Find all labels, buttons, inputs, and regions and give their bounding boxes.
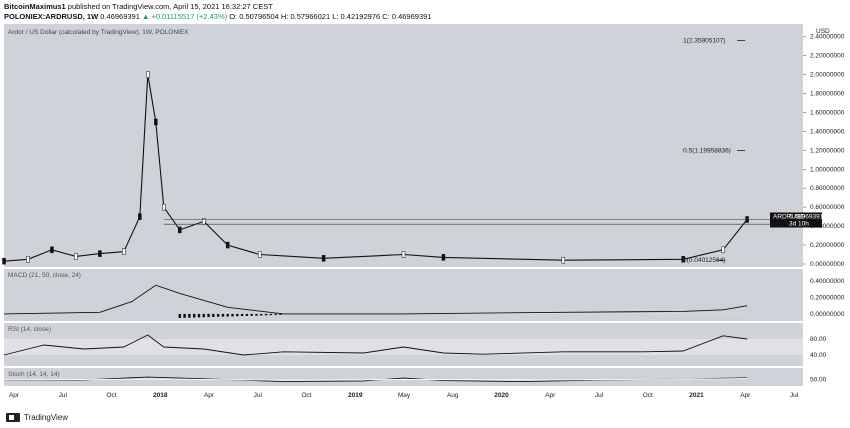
panel-bg-3 [4, 368, 803, 386]
indicator-line-0 [3, 334, 748, 356]
time-tick-label: Jul [254, 392, 263, 399]
symbol-line: POLONIEX:ARDRUSD, 1W 0.46969391 ▲ +0.011… [4, 12, 431, 21]
time-tick-label: Jul [595, 392, 604, 399]
ohlc-values: O: 0.50796504 H: 0.57966021 L: 0.4219297… [229, 12, 432, 21]
price-candle [162, 203, 166, 211]
time-tick-label: Apr [545, 392, 556, 399]
price-candle [138, 213, 142, 220]
fib-level-label: 0.5(1.19958836) [683, 147, 731, 154]
publish-info: BitcoinMaximus1 published on TradingView… [4, 2, 273, 11]
last-price-value: 0.46969391 [789, 213, 824, 220]
time-tick-label: Jul [59, 392, 68, 399]
price-tick-label: 1.40000000 [810, 128, 845, 135]
price-candle [26, 256, 30, 263]
price-tick-label: 0.80000000 [810, 185, 845, 192]
indicator-title: Stoch (14, 14, 14) [8, 371, 60, 378]
price-candle [146, 71, 150, 78]
time-tick-label: Jul [790, 392, 799, 399]
time-tick-label: 2019 [348, 392, 363, 399]
price-tick-label: 1.20000000 [810, 147, 845, 154]
time-tick-label: 2018 [153, 392, 168, 399]
price-candle [321, 255, 326, 262]
price-candle [122, 248, 126, 255]
time-tick-label: Oct [301, 392, 311, 399]
price-candle [98, 250, 102, 257]
time-tick-label: May [398, 392, 411, 399]
indicator-tick-label: 80.00 [810, 336, 827, 343]
price-candle [2, 257, 6, 265]
indicator-line-1 [3, 377, 748, 381]
published-text: published on TradingView.com, April 15, … [67, 2, 273, 11]
time-tick-label: 2021 [689, 392, 704, 399]
price-candle [74, 253, 78, 260]
time-tick-label: Oct [643, 392, 653, 399]
price-candle [154, 118, 158, 126]
tradingview-footer[interactable]: TradingView [6, 413, 68, 422]
price-tick-label: 1.00000000 [810, 166, 845, 173]
price-candle [178, 226, 182, 234]
price-tick-label: 1.80000000 [810, 91, 845, 98]
last-price-symbol: ARDRUSD [773, 213, 805, 220]
price-tick-label: 0.20000000 [810, 242, 845, 249]
price-candle [401, 251, 406, 258]
price-candle [441, 254, 446, 261]
panel-bg-1 [4, 269, 803, 321]
price-tick-label: 2.00000000 [810, 72, 845, 79]
time-tick-label: Aug [447, 392, 459, 399]
price-candle [225, 241, 230, 249]
price-candle [721, 246, 725, 254]
indicator-tick-label: 0.00000000 [810, 311, 845, 318]
price-tick-label: 2.20000000 [810, 53, 845, 60]
price-tick-label: 1.60000000 [810, 109, 845, 116]
indicator-line-0 [3, 284, 748, 315]
indicator-tick-label: 50.00 [810, 377, 827, 384]
brand-name: TradingView [24, 413, 69, 422]
symbol-name: POLONIEX:ARDRUSD, 1W [4, 12, 99, 21]
price-tick-label: 0.60000000 [810, 204, 845, 211]
price-axis-bg [803, 24, 850, 386]
fib-level-label: 1(2.35905107) [683, 38, 725, 45]
price-tick-label: 2.40000000 [810, 34, 845, 41]
price-candle [681, 256, 685, 263]
tradingview-logo-icon [6, 413, 20, 422]
indicator-tick-label: 0.20000000 [810, 295, 845, 302]
indicator-tick-label: 0.40000000 [810, 278, 845, 285]
price-change: ▲ +0.01115517 (+2.43%) [141, 12, 228, 21]
time-tick-label: Apr [740, 392, 751, 399]
last-price-countdown: 3d 10h [789, 220, 809, 227]
indicator-title: RSI (14, close) [8, 326, 51, 333]
price-candle [50, 246, 54, 254]
price-tick-label: 0.00000000 [810, 261, 845, 268]
last-price-box [770, 212, 822, 228]
last-price: 0.46969391 [100, 12, 140, 21]
time-tick-label: 2020 [494, 392, 509, 399]
time-tick-label: Oct [106, 392, 116, 399]
time-tick-label: Apr [204, 392, 215, 399]
price-axis-unit: USD [816, 28, 830, 35]
publisher-name[interactable]: BitcoinMaximus1 [4, 2, 66, 11]
main-chart-title: Ardor / US Dollar (calculated by Trading… [8, 29, 189, 36]
chart-area[interactable]: Ardor / US Dollar (calculated by Trading… [0, 24, 850, 409]
panel-bg-0 [4, 24, 803, 267]
price-candle [257, 251, 262, 258]
fib-level-label: 0(0.04012564) [683, 257, 725, 264]
indicator-title: MACD (21, 50, close, 24) [8, 272, 81, 279]
indicator-tick-label: 40.00 [810, 352, 827, 359]
price-candle [561, 256, 566, 264]
time-tick-label: Apr [9, 392, 20, 399]
price-tick-label: 0.40000000 [810, 223, 845, 230]
